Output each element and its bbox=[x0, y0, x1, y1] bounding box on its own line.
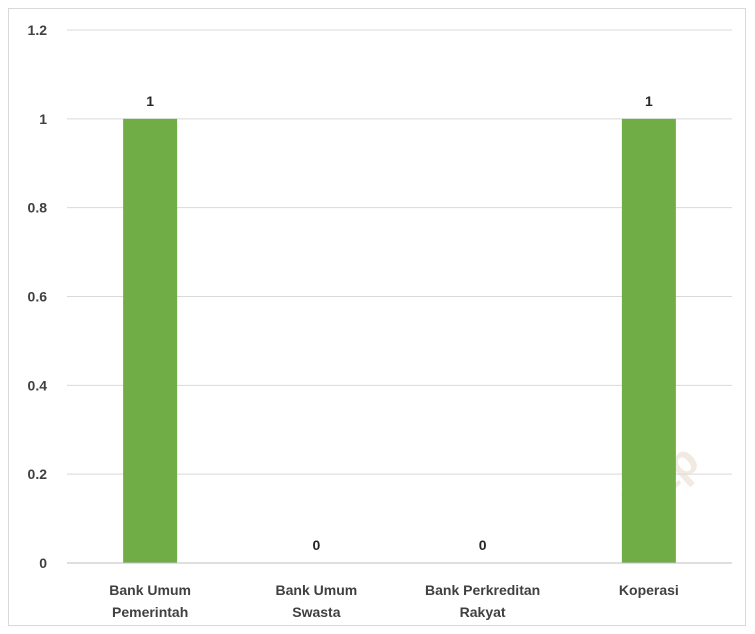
data-label: 1 bbox=[645, 93, 653, 109]
data-label: 1 bbox=[146, 93, 154, 109]
x-category-label: Swasta bbox=[292, 604, 340, 620]
x-category-label: Rakyat bbox=[460, 604, 506, 620]
x-category-label: Koperasi bbox=[619, 582, 679, 598]
x-category-label: Pemerintah bbox=[112, 604, 188, 620]
x-category-label: Bank Umum bbox=[276, 582, 358, 598]
y-tick-label: 0 bbox=[39, 555, 47, 571]
y-tick-label: 1.2 bbox=[28, 22, 48, 38]
y-tick-label: 0.6 bbox=[28, 289, 48, 305]
data-label: 0 bbox=[312, 537, 320, 553]
x-category-label: Bank Perkreditan bbox=[425, 582, 540, 598]
bar bbox=[621, 118, 676, 563]
x-category-label: Bank Umum bbox=[109, 582, 191, 598]
gridlines bbox=[67, 29, 732, 475]
data-label: 0 bbox=[479, 537, 487, 553]
y-tick-label: 0.4 bbox=[28, 377, 48, 393]
labels: 0 0.2 0.4 0.6 0.8 1 1.2 1 Bank Umum Pemerintah 0 Ba… bbox=[28, 22, 679, 620]
y-tick-label: 0.2 bbox=[28, 466, 48, 482]
y-tick-label: 1 bbox=[39, 111, 47, 127]
bars bbox=[123, 118, 676, 563]
y-tick-label: 0.8 bbox=[28, 200, 48, 216]
bar bbox=[123, 118, 178, 563]
